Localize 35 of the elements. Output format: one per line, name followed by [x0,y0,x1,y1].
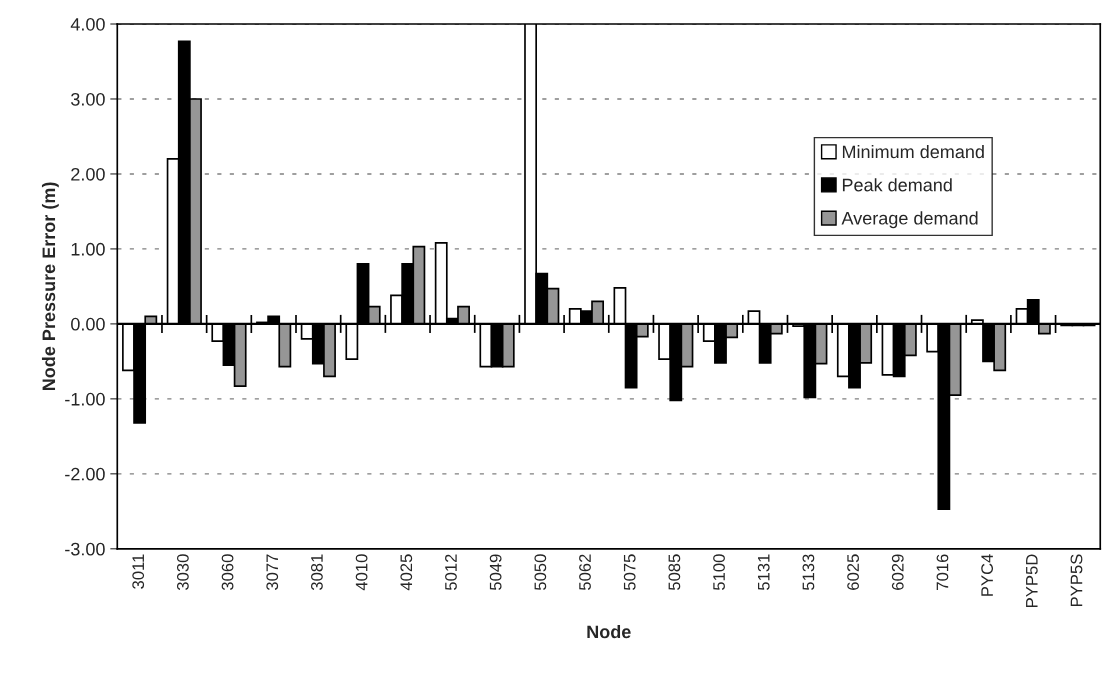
x-tick-label: 6025 [847,554,859,590]
x-tick-label: 3011 [132,554,145,589]
x-tick-label: 3060 [221,554,234,591]
x-tick-label: 5012 [445,554,457,591]
x-tick-label: 3077 [266,554,279,591]
y-axis-title: Node Pressure Error (m) [41,182,59,391]
x-tick-label: 3030 [176,554,189,591]
x-tick-label: 5133 [802,554,815,591]
x-tick-label: PYP5D [1026,554,1038,607]
x-tick-label: 6029 [891,554,904,590]
x-tick-label: 5100 [713,554,725,591]
y-tick-label: 1.00 [71,242,105,256]
y-tick-label: -1.00 [65,392,105,406]
x-tick-label: PYP5S [1070,554,1083,607]
legend-label: Peak demand [842,178,952,192]
y-tick-label: 3.00 [71,92,105,106]
x-tick-label: 5050 [534,554,547,591]
x-tick-label: PYC4 [981,554,994,596]
legend-label: Average demand [841,211,978,229]
x-tick-label: 5131 [757,554,770,591]
y-tick-label: 4.00 [70,17,105,31]
x-tick-label: 5085 [668,554,681,591]
x-axis-title: Node [587,624,631,639]
y-tick-label: -3.00 [65,542,105,556]
x-tick-label: 7016 [936,554,949,590]
y-tick-label: -2.00 [65,467,105,481]
x-tick-label: 5062 [579,554,591,591]
legend-label: Minimum demand [842,144,984,159]
y-tick-label: 0.00 [71,317,105,331]
x-tick-label: 5049 [489,554,502,591]
x-tick-label: 3081 [311,554,323,591]
y-tick-label: 2.00 [71,167,105,181]
x-tick-label: 5075 [623,554,636,591]
x-tick-label: 4010 [355,554,368,591]
x-tick-label: 4025 [400,554,413,591]
